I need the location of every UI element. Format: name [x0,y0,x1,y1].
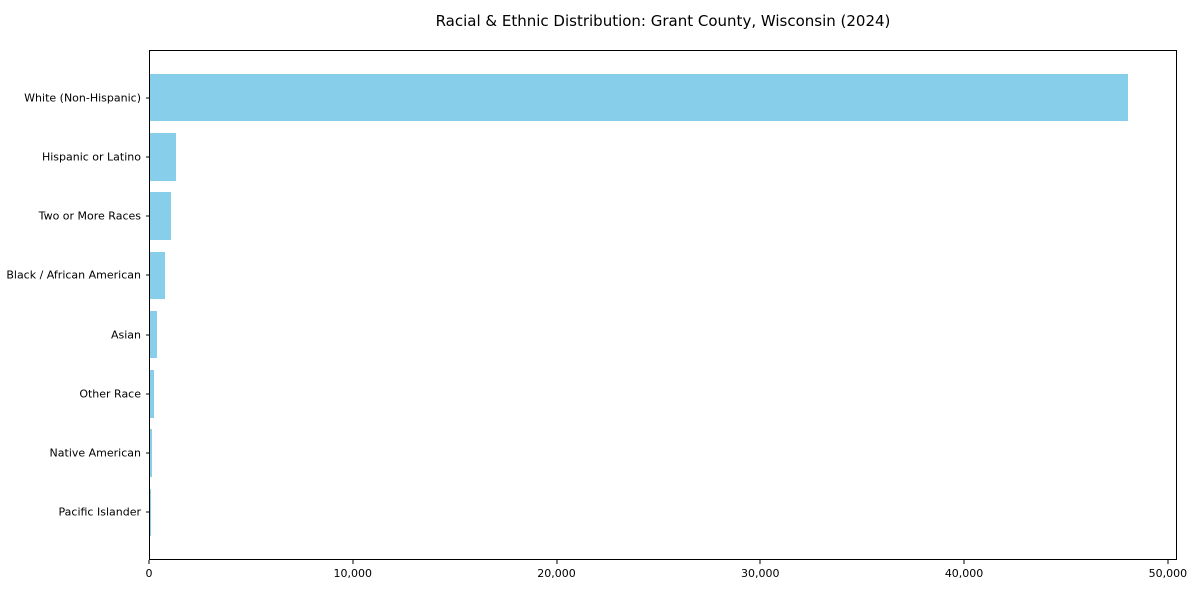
x-tick-mark [352,560,354,564]
y-tick-label: Two or More Races [38,209,141,223]
x-tick-mark [556,560,558,564]
x-tick-label: 10,000 [333,567,373,580]
y-tick-label: White (Non-Hispanic) [24,91,141,105]
y-tick-label: Native American [49,446,141,460]
bar-row: Native American [50,424,1176,483]
x-tick-mark [148,560,150,564]
x-tick-mark [963,560,965,564]
bar [150,192,171,240]
x-tick-label: 40,000 [944,567,984,580]
bar [150,251,166,300]
y-tick-mark [146,215,150,217]
y-tick-mark [146,393,150,395]
bars-container: White (Non-Hispanic) Hispanic or Latino Tw… [6,51,1176,559]
y-tick-mark [146,274,150,276]
x-tick-mark [1167,560,1169,564]
plot-area: White (Non-Hispanic) Hispanic or Latino Tw… [6,50,1177,560]
bar [150,429,153,477]
bar [150,73,1129,122]
x-tick-label: 0 [145,567,153,580]
y-tick-label: Hispanic or Latino [41,150,141,164]
y-tick-label: Black / African American [6,268,141,282]
bar-row: Pacific Islander [59,483,1176,542]
y-tick-mark [146,156,150,158]
y-tick-label: Asian [110,328,141,342]
y-tick-mark [146,452,150,454]
x-axis: 0 10,000 20,000 30,000 40,000 50,000 [145,560,1187,592]
y-tick-mark [146,511,150,513]
bar [150,310,158,359]
bar-row: Other Race [79,364,1176,423]
x-tick-label: 20,000 [537,567,576,580]
x-tick-label: 30,000 [741,567,780,580]
y-tick-label: Pacific Islander [58,505,141,519]
y-tick-mark [146,97,150,99]
bar-row: Two or More Races [39,187,1176,246]
y-tick-mark [146,334,150,336]
bar [150,133,177,181]
bar-row: Asian [111,305,1176,364]
bar [150,370,154,418]
x-tick-mark [759,560,761,564]
bar-row: Hispanic or Latino [42,127,1176,186]
y-tick-label: Other Race [79,387,141,401]
bar-row: White (Non-Hispanic) [24,68,1176,127]
chart-title: Racial & Ethnic Distribution: Grant Coun… [435,12,891,30]
x-tick-label: 50,000 [1148,567,1188,580]
bar-row: Black / African American [6,246,1176,305]
